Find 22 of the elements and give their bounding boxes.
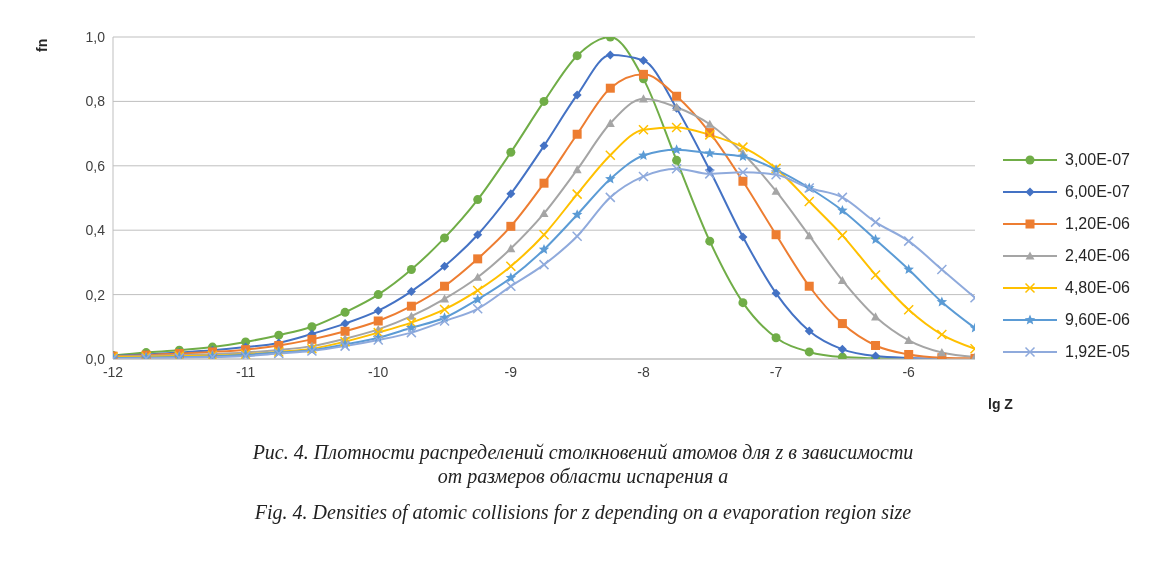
y-tick-label: 0,6 (85, 157, 106, 174)
x-tick-label: -9 (504, 363, 518, 380)
x-axis-title: lg Z (988, 396, 1013, 412)
y-axis-title: fn (34, 38, 50, 52)
x-tick-label: -8 (637, 363, 650, 380)
y-tick-label: 0,2 (85, 286, 106, 303)
x-tick-label: -7 (769, 363, 783, 380)
x-tick-label: -11 (236, 363, 256, 380)
x-tick-label: -6 (902, 363, 916, 380)
y-tick-label: 0,8 (85, 93, 106, 110)
x-tick-label: -10 (368, 363, 389, 380)
legend-label: 6,00E-07 (1065, 183, 1130, 201)
legend-label: 4,80E-06 (1065, 279, 1130, 297)
legend-label: 1,20E-06 (1065, 215, 1130, 233)
legend-label: 3,00E-07 (1065, 151, 1130, 169)
text: Рис. 4. Плотности распределений столкновений атомов для z в зависимости от размеров области испарения a (251, 440, 915, 488)
y-tick-label: 0,4 (85, 222, 106, 239)
legend-label: 9,60E-06 (1065, 311, 1130, 329)
caption: Fig. 4. Densities of atomic collisions for z depending on a evaporation region size (253, 500, 913, 524)
y-tick-label: 1,0 (85, 28, 106, 45)
legend-label: 2,40E-06 (1065, 247, 1130, 265)
legend-label: 1,92E-05 (1065, 343, 1130, 361)
